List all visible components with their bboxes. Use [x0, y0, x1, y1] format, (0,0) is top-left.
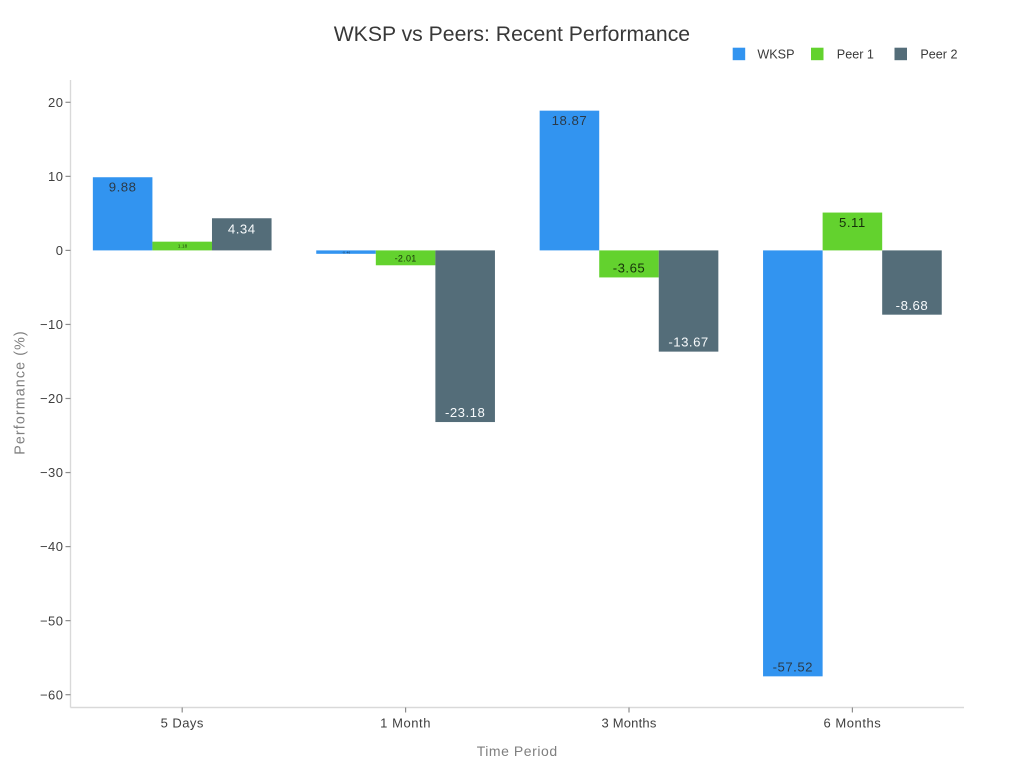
svg-text:-13.67: -13.67 [668, 335, 708, 350]
svg-text:0: 0 [56, 243, 64, 258]
svg-text:1 Month: 1 Month [380, 715, 431, 730]
svg-text:−20: −20 [40, 391, 64, 406]
svg-text:WKSP: WKSP [757, 47, 794, 61]
svg-text:6 Months: 6 Months [823, 715, 881, 730]
svg-text:Peer 1: Peer 1 [837, 47, 874, 61]
svg-text:WKSP vs Peers: Recent Performa: WKSP vs Peers: Recent Performance [334, 23, 690, 46]
svg-text:Time Period: Time Period [477, 743, 558, 759]
svg-text:20: 20 [48, 95, 63, 110]
svg-text:−60: −60 [40, 687, 64, 702]
svg-text:-57.52: -57.52 [773, 659, 813, 674]
svg-text:−10: −10 [40, 317, 64, 332]
svg-text:-23.18: -23.18 [445, 405, 485, 420]
svg-text:9.88: 9.88 [109, 180, 137, 195]
svg-text:-2.01: -2.01 [395, 254, 417, 264]
svg-text:Peer 2: Peer 2 [920, 47, 957, 61]
svg-text:Performance (%): Performance (%) [13, 330, 29, 455]
svg-text:-8.68: -8.68 [896, 298, 929, 313]
svg-text:1.18: 1.18 [178, 244, 188, 249]
svg-text:-3.65: -3.65 [613, 261, 646, 276]
svg-text:4.34: 4.34 [228, 222, 256, 237]
svg-text:-0.46: -0.46 [342, 250, 351, 254]
svg-text:−50: −50 [40, 613, 64, 628]
svg-text:18.87: 18.87 [552, 113, 588, 128]
svg-text:10: 10 [48, 169, 63, 184]
svg-text:5 Days: 5 Days [161, 715, 204, 730]
svg-text:5.11: 5.11 [839, 215, 866, 230]
svg-text:3 Months: 3 Months [601, 715, 656, 730]
svg-text:−40: −40 [40, 539, 64, 554]
svg-text:−30: −30 [40, 465, 64, 480]
